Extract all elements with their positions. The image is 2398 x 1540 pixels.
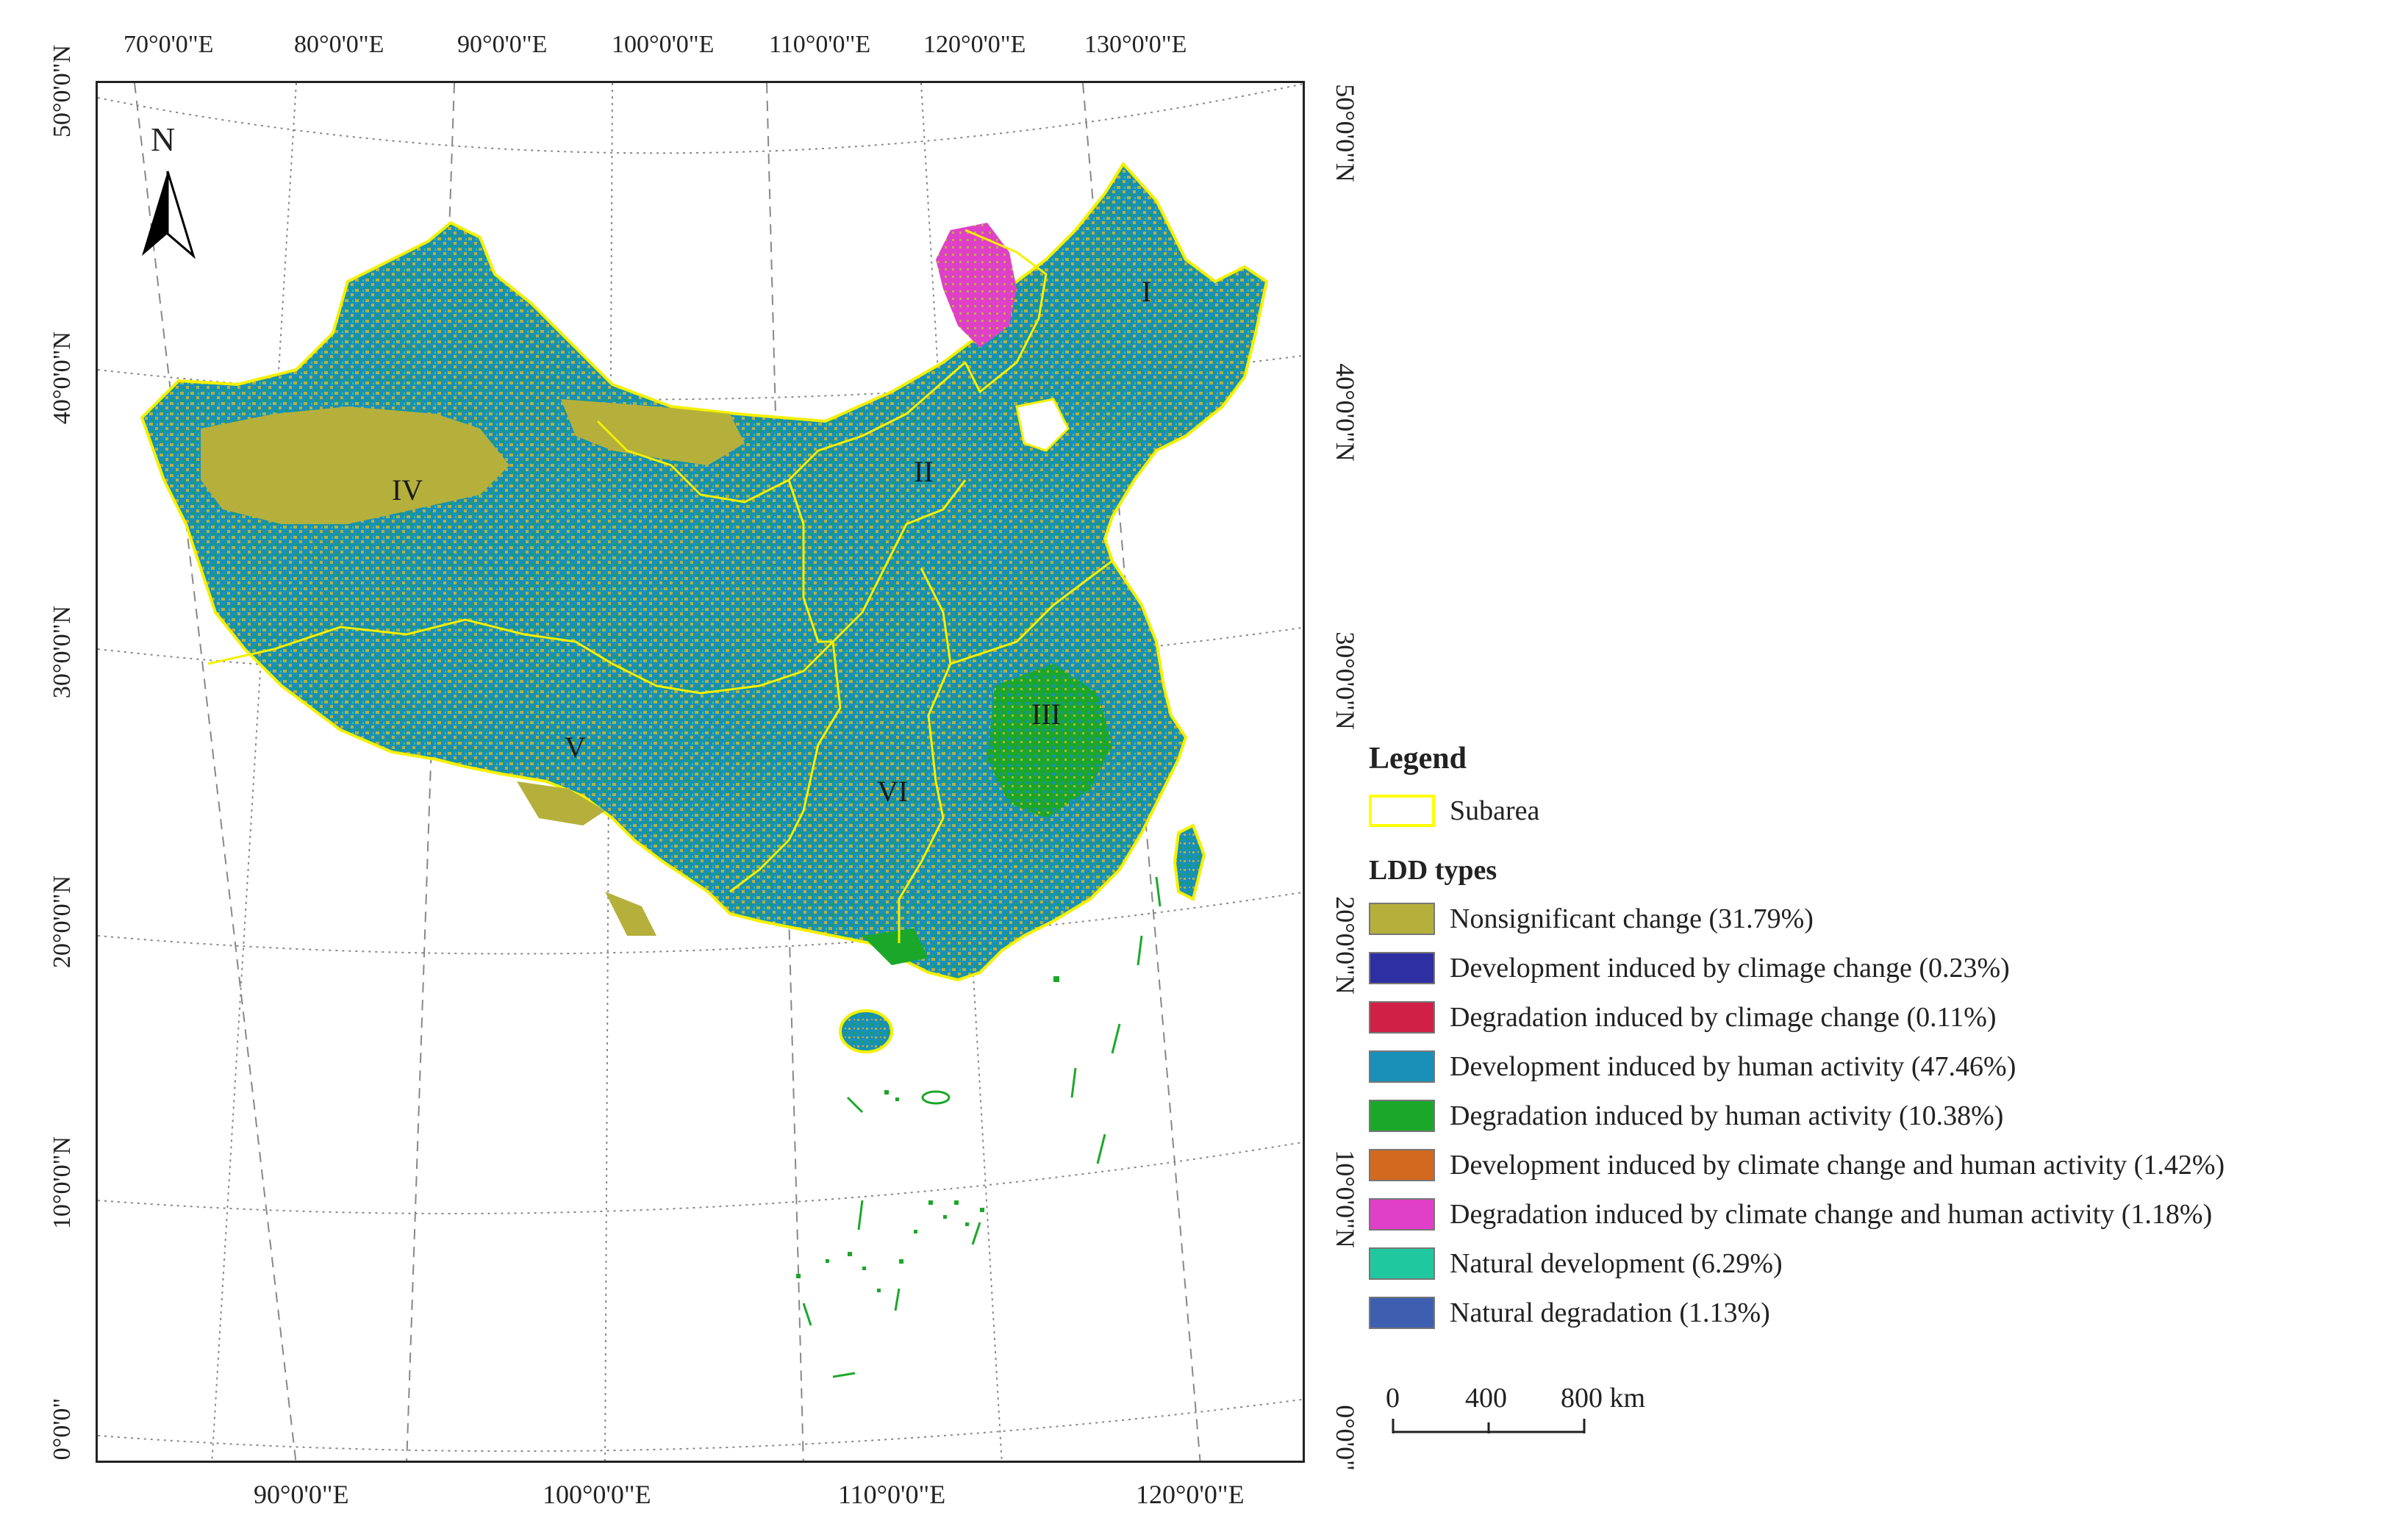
- north-arrow-label: N: [151, 121, 176, 158]
- legend-label: Development induced by human activity (4…: [1450, 1051, 2016, 1082]
- legend-label: Nonsignificant change (31.79%): [1450, 903, 1814, 934]
- china-landmass: [140, 161, 1269, 1053]
- legend-swatch: [1369, 952, 1435, 984]
- north-arrow: [142, 171, 196, 259]
- top-lon-label: 100°0'0"E: [612, 31, 715, 58]
- subarea-swatch: [1369, 795, 1435, 827]
- left-lat-label: 50°0'0"N: [49, 44, 76, 138]
- legend-row: Natural development (6.29%): [1369, 1245, 1783, 1282]
- left-lat-label: 0°0'0": [49, 1397, 76, 1461]
- bottom-lon-label: 120°0'0"E: [1136, 1480, 1245, 1509]
- legend-row: Degradation induced by climage change (0…: [1369, 999, 1997, 1036]
- left-lat-label: 20°0'0"N: [49, 875, 76, 969]
- legend-row: Degradation induced by climate change an…: [1369, 1196, 2212, 1233]
- legend-swatch: [1369, 1297, 1435, 1329]
- scale-tick-800: 800 km: [1561, 1383, 1646, 1414]
- legend-label: Degradation induced by human activity (1…: [1450, 1100, 2004, 1131]
- legend-swatch: [1369, 1149, 1435, 1181]
- south-sea-islands: [796, 876, 1162, 1378]
- legend-row-subarea: Subarea: [1369, 792, 1539, 829]
- left-lat-label: 10°0'0"N: [49, 1136, 76, 1230]
- subarea-boundaries: [207, 229, 1113, 943]
- region-label-iv: IV: [392, 473, 423, 506]
- legend-label: Degradation induced by climage change (0…: [1450, 1002, 1997, 1033]
- legend-swatch: [1369, 1100, 1435, 1132]
- right-lat-label: 30°0'0"N: [1331, 631, 1360, 730]
- bottom-lon-label: 90°0'0"E: [254, 1480, 349, 1509]
- legend-label: Natural degradation (1.13%): [1450, 1297, 1770, 1328]
- legend-row: Nonsignificant change (31.79%): [1369, 900, 1814, 937]
- right-lat-label: 0°0'0": [1331, 1405, 1360, 1471]
- right-lat-label: 40°0'0"N: [1331, 363, 1360, 462]
- right-lat-label: 10°0'0"N: [1331, 1150, 1360, 1248]
- legend-row: Natural degradation (1.13%): [1369, 1294, 1770, 1331]
- legend-label: Development induced by climate change an…: [1450, 1150, 2225, 1181]
- top-lon-label: 80°0'0"E: [294, 31, 384, 58]
- legend-row: Development induced by climage change (0…: [1369, 950, 2010, 986]
- map-frame: N I II III IV V VI: [96, 81, 1305, 1463]
- scale-tick-0: 0: [1386, 1383, 1400, 1414]
- legend-label: Development induced by climage change (0…: [1450, 953, 2010, 984]
- scale-bar: 0 400 800 km: [1386, 1382, 1645, 1448]
- top-lon-label: 120°0'0"E: [923, 31, 1026, 58]
- ldd-title: LDD types: [1369, 855, 1497, 886]
- bottom-lon-label: 110°0'0"E: [838, 1480, 946, 1509]
- legend-swatch: [1369, 1198, 1435, 1231]
- legend-label: Natural development (6.29%): [1450, 1248, 1783, 1279]
- legend-swatch: [1369, 1247, 1435, 1280]
- region-label-vi: VI: [877, 775, 909, 808]
- map-canvas: [98, 83, 1303, 1461]
- top-lon-label: 110°0'0"E: [769, 31, 871, 58]
- legend-row: Development induced by human activity (4…: [1369, 1048, 2016, 1085]
- legend-swatch: [1369, 903, 1435, 935]
- right-lat-label: 50°0'0"N: [1331, 84, 1360, 182]
- top-lon-label: 70°0'0"E: [124, 31, 214, 58]
- top-lon-label: 130°0'0"E: [1084, 31, 1187, 58]
- legend-row: Development induced by climate change an…: [1369, 1147, 2225, 1183]
- bottom-lon-label: 100°0'0"E: [543, 1480, 651, 1509]
- region-label-iii: III: [1031, 698, 1061, 731]
- region-label-v: V: [565, 731, 586, 764]
- legend-label: Degradation induced by climate change an…: [1450, 1199, 2213, 1230]
- legend-row: Degradation induced by human activity (1…: [1369, 1097, 2003, 1134]
- scale-bar-graphic: [1392, 1419, 1586, 1433]
- legend-label: Subarea: [1450, 795, 1540, 826]
- legend-swatch: [1369, 1001, 1435, 1034]
- scale-tick-400: 400: [1465, 1383, 1507, 1414]
- left-lat-label: 40°0'0"N: [49, 331, 76, 425]
- left-lat-label: 30°0'0"N: [49, 605, 76, 699]
- legend-title: Legend: [1369, 742, 1467, 776]
- right-lat-label: 20°0'0"N: [1331, 896, 1360, 995]
- top-lon-label: 90°0'0"E: [457, 31, 548, 58]
- legend-swatch: [1369, 1050, 1435, 1083]
- region-label-i: I: [1142, 275, 1152, 308]
- region-label-ii: II: [914, 455, 934, 488]
